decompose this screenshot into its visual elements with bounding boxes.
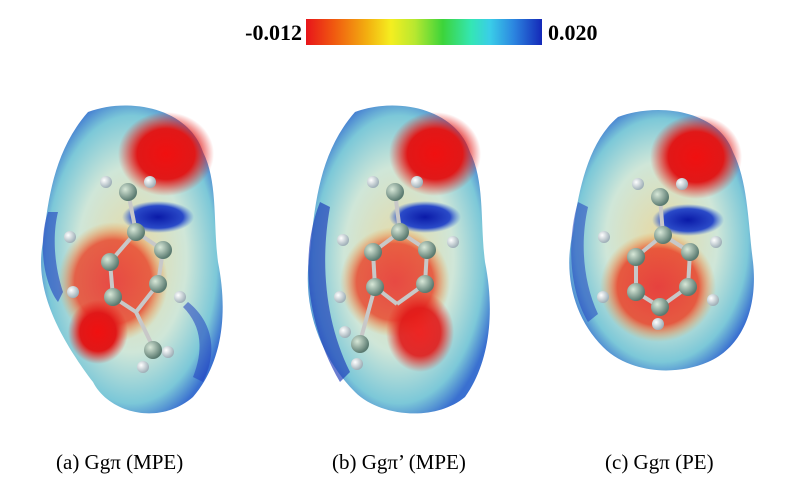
hydrogen-atom bbox=[447, 236, 459, 248]
colorbar-max-label: 0.020 bbox=[548, 20, 598, 45]
carbon-atom bbox=[386, 183, 404, 201]
lower-negative-region bbox=[68, 300, 128, 364]
colorbar-min-label: -0.012 bbox=[245, 20, 302, 45]
hydrogen-atom bbox=[710, 236, 722, 248]
panel-c-pe-surface bbox=[548, 92, 768, 422]
hydrogen-atom bbox=[411, 176, 423, 188]
electrostatic-potential-map-c bbox=[569, 110, 754, 371]
carbon-atom bbox=[101, 253, 119, 271]
carbon-atom bbox=[654, 226, 672, 244]
hydrogen-atom bbox=[676, 178, 688, 190]
hydrogen-atom bbox=[337, 234, 349, 246]
carbon-atom bbox=[119, 183, 137, 201]
hydrogen-atom bbox=[67, 286, 79, 298]
hydrogen-atom bbox=[367, 176, 379, 188]
hydrogen-atom bbox=[100, 176, 112, 188]
lower-negative-region bbox=[386, 292, 454, 372]
carbon-atom bbox=[144, 341, 162, 359]
hydrogen-atom bbox=[652, 318, 664, 330]
carbon-atom bbox=[416, 275, 434, 293]
electrostatic-potential-map-a bbox=[41, 105, 223, 414]
carbon-atom bbox=[351, 335, 369, 353]
carbon-atom bbox=[391, 223, 409, 241]
hydrogen-atom bbox=[339, 326, 351, 338]
hydrogen-atom bbox=[351, 358, 363, 370]
caption-panel-c: (c) Ggπ (PE) bbox=[605, 450, 714, 474]
hydrogen-atom bbox=[334, 291, 346, 303]
colorbar-gradient bbox=[306, 19, 542, 45]
colorbar: -0.012 0.020 bbox=[0, 0, 792, 60]
hydrogen-atom bbox=[632, 178, 644, 190]
caption-panel-a: (a) Ggπ (MPE) bbox=[56, 450, 184, 474]
carbon-atom bbox=[681, 243, 699, 261]
oxygen-negative-region bbox=[389, 112, 481, 196]
caption-panel-b: (b) Ggπ’ (MPE) bbox=[332, 450, 466, 474]
positive-region bbox=[389, 201, 461, 233]
carbon-atom bbox=[627, 248, 645, 266]
hydrogen-atom bbox=[162, 346, 174, 358]
carbon-atom bbox=[149, 275, 167, 293]
panel-b-mpe-surface bbox=[285, 92, 505, 422]
carbon-atom bbox=[627, 283, 645, 301]
panel-a-mpe-surface bbox=[18, 92, 238, 422]
carbon-atom bbox=[127, 223, 145, 241]
hydrogen-atom bbox=[144, 176, 156, 188]
carbon-atom bbox=[364, 243, 382, 261]
hydrogen-atom bbox=[707, 294, 719, 306]
hydrogen-atom bbox=[597, 291, 609, 303]
positive-region bbox=[652, 204, 724, 236]
hydrogen-atom bbox=[174, 291, 186, 303]
carbon-atom bbox=[651, 298, 669, 316]
carbon-atom bbox=[418, 241, 436, 259]
carbon-atom bbox=[679, 278, 697, 296]
hydrogen-atom bbox=[598, 231, 610, 243]
hydrogen-atom bbox=[64, 231, 76, 243]
oxygen-negative-region bbox=[118, 112, 214, 196]
carbon-atom bbox=[154, 241, 172, 259]
electrostatic-potential-map-b bbox=[307, 105, 490, 414]
carbon-atom bbox=[104, 288, 122, 306]
carbon-atom bbox=[366, 278, 384, 296]
carbon-atom bbox=[651, 188, 669, 206]
hydrogen-atom bbox=[137, 361, 149, 373]
oxygen-negative-region bbox=[650, 115, 742, 199]
